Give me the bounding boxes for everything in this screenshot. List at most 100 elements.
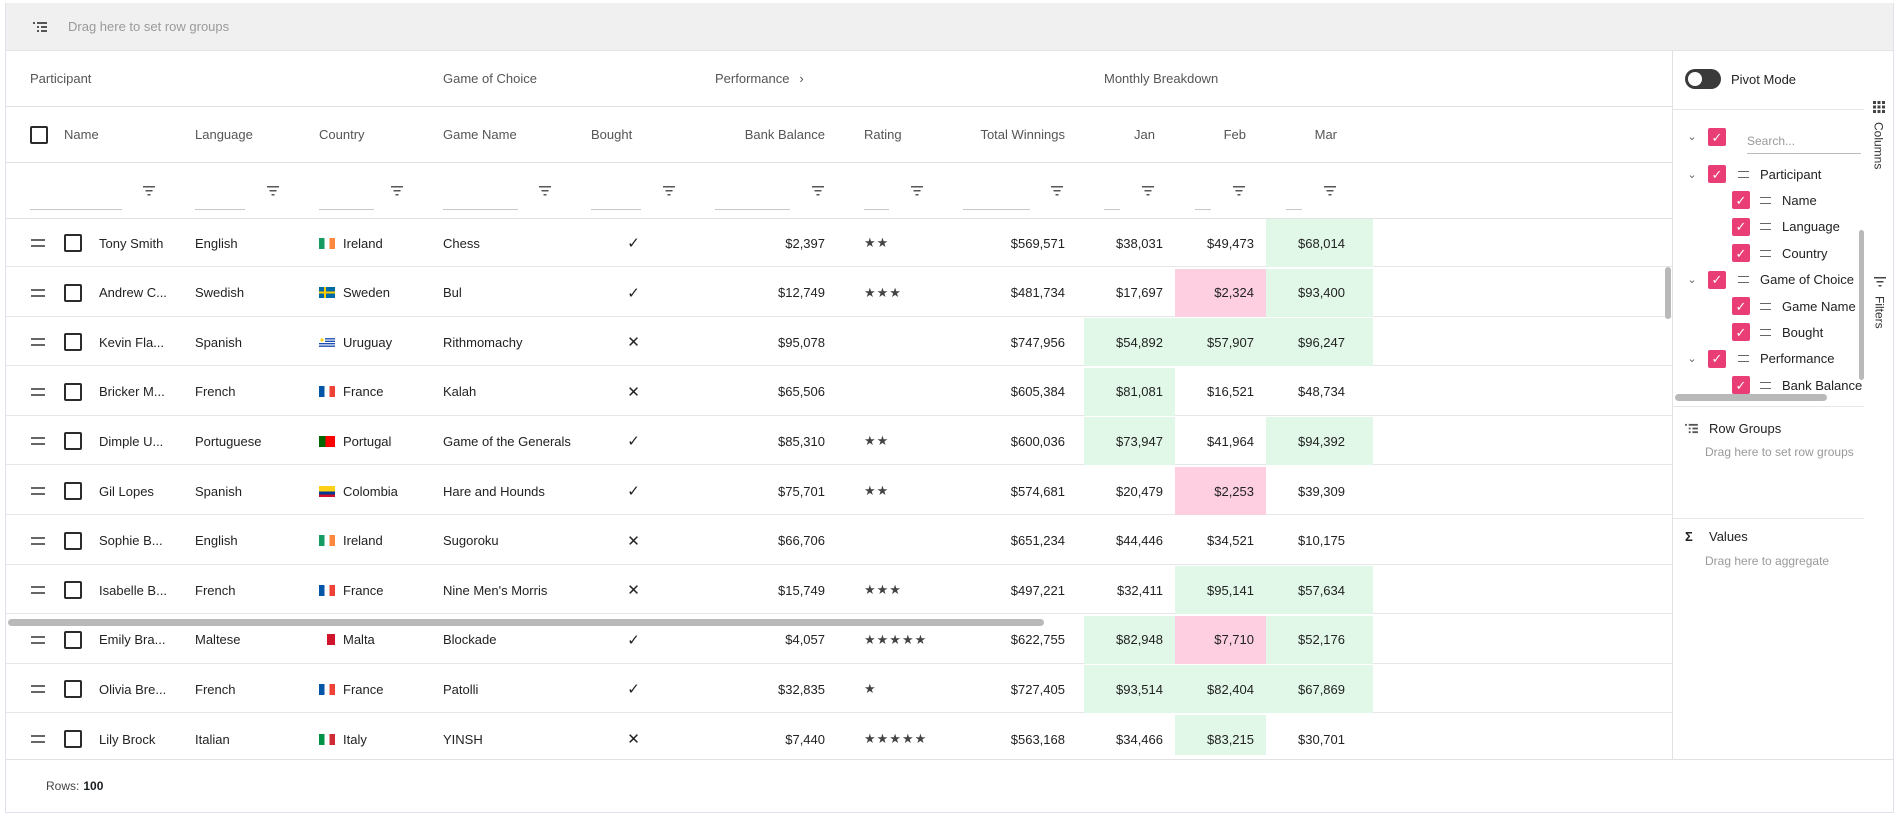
drag-handle-icon[interactable] (1760, 381, 1771, 389)
header-name[interactable]: Name (64, 127, 99, 142)
filter-icon[interactable] (811, 185, 825, 197)
drag-handle-icon[interactable] (31, 288, 45, 297)
drag-handle-icon[interactable] (31, 586, 45, 595)
header-total-winnings[interactable]: Total Winnings (980, 127, 1065, 142)
table-row[interactable]: Olivia Bre... French France Patolli ✓ $32,835… (6, 665, 1672, 714)
chevron-down-icon[interactable]: ⌄ (1687, 168, 1697, 181)
column-checkbox[interactable]: ✓ (1708, 270, 1726, 289)
checkbox[interactable] (64, 581, 82, 600)
row-drag-handle[interactable] (26, 467, 50, 515)
drag-handle-icon[interactable] (31, 735, 45, 743)
column-item[interactable]: ✓ Bought (1732, 316, 1823, 348)
tab-columns[interactable]: Columns (1864, 99, 1893, 191)
group-header-performance[interactable]: Performance › (715, 51, 915, 106)
column-checkbox[interactable]: ✓ (1708, 165, 1726, 183)
horizontal-scrollbar[interactable] (8, 619, 1044, 626)
table-row[interactable]: Kevin Fla... Spanish Uruguay Rithmomachy ✕ $9… (6, 318, 1672, 367)
checkbox[interactable] (64, 482, 82, 500)
drag-handle-icon[interactable] (31, 437, 45, 446)
column-checkbox[interactable]: ✓ (1732, 376, 1750, 395)
filter-icon[interactable] (266, 185, 280, 197)
drag-handle-icon[interactable] (31, 635, 45, 644)
column-item[interactable]: ✓ Bank Balance (1732, 369, 1862, 401)
table-row[interactable]: Andrew C... Swedish Sweden Bul ✓ $12,749 ★★★ $4… (6, 268, 1672, 317)
vertical-scrollbar[interactable] (1665, 267, 1671, 319)
drag-handle-icon[interactable] (1760, 223, 1771, 231)
filter-icon[interactable] (662, 185, 676, 197)
header-language[interactable]: Language (195, 127, 253, 142)
checkbox[interactable] (64, 680, 82, 699)
row-drag-handle[interactable] (26, 417, 50, 465)
row-select-checkbox[interactable] (64, 269, 82, 317)
drag-handle-icon[interactable] (1760, 302, 1771, 310)
drag-handle-icon[interactable] (1760, 328, 1771, 336)
header-rating[interactable]: Rating (864, 127, 902, 142)
drag-handle-icon[interactable] (31, 685, 45, 694)
filter-icon[interactable] (390, 185, 404, 197)
column-checkbox[interactable]: ✓ (1732, 297, 1750, 315)
tab-filters[interactable]: Filters (1864, 275, 1893, 345)
column-group-item[interactable]: ⌄ ✓ Performance (1685, 343, 1834, 375)
filter-input-bank-balance[interactable] (715, 209, 790, 210)
filter-input-language[interactable] (195, 209, 245, 210)
row-drag-handle[interactable] (26, 269, 50, 317)
header-bank-balance[interactable]: Bank Balance (744, 127, 825, 142)
drag-handle-icon[interactable] (1738, 276, 1749, 284)
drag-handle-icon[interactable] (31, 338, 45, 347)
column-item[interactable]: ✓ Game Name (1732, 290, 1856, 322)
filter-icon[interactable] (1323, 185, 1337, 197)
pivot-mode-toggle[interactable] (1685, 69, 1721, 89)
checkbox[interactable] (64, 234, 82, 252)
row-drag-handle[interactable] (26, 566, 50, 614)
table-row[interactable]: Lily Brock Italian Italy YINSH ✕ $7,440 ★★★★★ $… (6, 715, 1672, 755)
row-drag-handle[interactable] (26, 616, 50, 664)
checkbox[interactable] (64, 531, 82, 550)
column-list-scrollbar[interactable] (1859, 230, 1864, 380)
checkbox[interactable] (30, 125, 48, 144)
filter-input-total-winnings[interactable] (963, 209, 1030, 210)
row-select-checkbox[interactable] (64, 219, 82, 267)
row-group-drop-zone[interactable]: Drag here to set row groups (6, 3, 1893, 51)
chevron-right-icon[interactable]: › (799, 71, 804, 86)
checkbox[interactable] (64, 630, 82, 649)
header-country[interactable]: Country (319, 127, 365, 142)
row-drag-handle[interactable] (26, 318, 50, 366)
chevron-down-icon[interactable]: ⌄ (1687, 274, 1697, 287)
row-select-checkbox[interactable] (64, 715, 82, 755)
drag-handle-icon[interactable] (1738, 170, 1749, 178)
row-drag-handle[interactable] (26, 715, 50, 755)
filter-input-jan[interactable] (1104, 209, 1120, 210)
column-list-horizontal-scrollbar[interactable] (1675, 394, 1827, 401)
filter-input-feb[interactable] (1195, 209, 1211, 210)
drag-handle-icon[interactable] (1760, 249, 1771, 257)
table-row[interactable]: Dimple U... Portuguese Portugal Game of the… (6, 417, 1672, 466)
row-select-checkbox[interactable] (64, 417, 82, 465)
filter-icon[interactable] (910, 185, 924, 197)
row-select-checkbox[interactable] (64, 517, 82, 565)
filter-icon[interactable] (1141, 185, 1155, 197)
drag-handle-icon[interactable] (31, 536, 45, 545)
filter-input-game-name[interactable] (443, 209, 518, 210)
row-drag-handle[interactable] (26, 219, 50, 267)
table-row[interactable]: Gil Lopes Spanish Colombia Hare and Hounds ✓… (6, 467, 1672, 515)
group-header-participant[interactable]: Participant (30, 51, 410, 106)
row-drag-handle[interactable] (26, 665, 50, 713)
column-checkbox[interactable]: ✓ (1732, 191, 1750, 210)
filter-input-name[interactable] (30, 209, 122, 210)
chevron-down-icon[interactable]: ⌄ (1687, 353, 1697, 366)
column-item[interactable]: ✓ Language (1732, 211, 1840, 243)
drag-handle-icon[interactable] (1738, 355, 1749, 363)
checkbox[interactable] (64, 432, 82, 451)
table-row[interactable]: Tony Smith English Ireland Chess ✓ $2,397 ★★ $5… (6, 219, 1672, 267)
column-checkbox[interactable]: ✓ (1732, 217, 1750, 236)
values-section[interactable]: Σ Values Drag here to aggregate (1673, 518, 1865, 638)
column-checkbox[interactable]: ✓ (1732, 323, 1750, 342)
filter-input-bought[interactable] (591, 209, 641, 210)
column-group-item[interactable]: ⌄ ✓ Participant (1685, 158, 1821, 190)
chevron-down-icon[interactable]: ⌄ (1687, 131, 1697, 143)
checkbox[interactable] (64, 730, 82, 748)
checkbox[interactable] (64, 333, 82, 352)
column-item[interactable]: ✓ Name (1732, 184, 1817, 216)
row-select-checkbox[interactable] (64, 318, 82, 366)
filter-input-mar[interactable] (1286, 209, 1302, 210)
